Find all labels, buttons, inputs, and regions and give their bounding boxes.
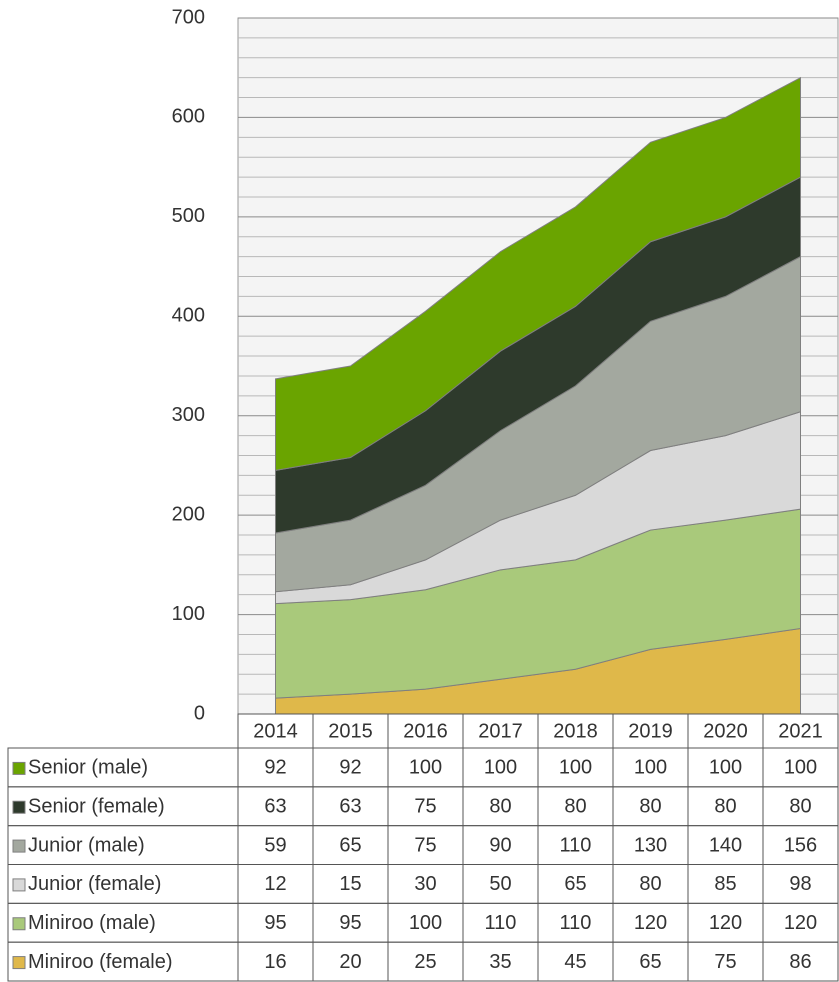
table-value: 120: [784, 912, 817, 934]
table-value: 75: [414, 834, 436, 856]
y-tick-label: 400: [172, 305, 205, 327]
table-value: 65: [339, 834, 361, 856]
table-value: 130: [634, 834, 667, 856]
table-value: 100: [409, 757, 442, 779]
table-value: 30: [414, 873, 436, 895]
table-value: 95: [339, 912, 361, 934]
table-value: 100: [484, 757, 517, 779]
table-value: 59: [264, 834, 286, 856]
y-tick-label: 600: [172, 106, 205, 128]
legend-swatch: [12, 878, 26, 892]
table-value: 75: [414, 796, 436, 818]
y-tick-label: 0: [194, 702, 205, 724]
x-tick-label: 2017: [478, 720, 523, 742]
table-value: 75: [714, 951, 736, 973]
legend-swatch: [12, 839, 26, 853]
x-tick-label: 2014: [253, 720, 298, 742]
table-value: 63: [264, 796, 286, 818]
legend-label: Miniroo (male): [28, 912, 156, 934]
y-tick-label: 700: [172, 6, 205, 28]
x-tick-label: 2016: [403, 720, 448, 742]
x-tick-label: 2021: [778, 720, 823, 742]
table-value: 100: [784, 757, 817, 779]
table-value: 100: [559, 757, 592, 779]
table-value: 63: [339, 796, 361, 818]
table-value: 120: [634, 912, 667, 934]
y-tick-label: 100: [172, 603, 205, 625]
table-value: 20: [339, 951, 361, 973]
table-value: 110: [560, 912, 592, 934]
table-value: 100: [634, 757, 667, 779]
table-value: 80: [714, 796, 736, 818]
table-cell: [762, 941, 839, 982]
table-value: 100: [409, 912, 442, 934]
legend-label: Senior (male): [28, 757, 148, 779]
table-value: 95: [264, 912, 286, 934]
legend-label: Miniroo (female): [28, 951, 172, 973]
table-value: 80: [789, 796, 811, 818]
table-value: 80: [639, 796, 661, 818]
legend-label: Junior (female): [28, 873, 161, 895]
y-tick-label: 200: [172, 503, 205, 525]
y-tick-label: 500: [172, 205, 205, 227]
table-value: 85: [714, 873, 736, 895]
y-tick-label: 300: [172, 404, 205, 426]
table-value: 98: [789, 873, 811, 895]
table-value: 65: [564, 873, 586, 895]
table-value: 25: [414, 951, 436, 973]
legend-swatch: [12, 956, 26, 970]
table-value: 90: [489, 834, 511, 856]
x-tick-label: 2019: [628, 720, 673, 742]
legend-label: Junior (male): [28, 834, 145, 856]
table-value: 156: [784, 834, 817, 856]
table-value: 50: [489, 873, 511, 895]
x-tick-label: 2015: [328, 720, 373, 742]
legend-swatch: [12, 761, 26, 775]
table-value: 15: [339, 873, 361, 895]
table-value: 80: [564, 796, 586, 818]
table-value: 110: [485, 912, 517, 934]
x-tick-label: 2020: [703, 720, 748, 742]
table-value: 80: [489, 796, 511, 818]
table-value: 92: [264, 757, 286, 779]
table-value: 45: [564, 951, 586, 973]
legend-swatch: [12, 917, 26, 931]
table-value: 80: [639, 873, 661, 895]
table-value: 92: [339, 757, 361, 779]
legend-swatch: [12, 800, 26, 814]
table-value: 120: [709, 912, 742, 934]
table-value: 100: [709, 757, 742, 779]
table-value: 16: [264, 951, 286, 973]
legend-label: Senior (female): [28, 796, 165, 818]
table-value: 86: [789, 951, 811, 973]
table-value: 140: [709, 834, 742, 856]
table-value: 110: [560, 834, 592, 856]
table-value: 35: [489, 951, 511, 973]
table-value: 12: [264, 873, 286, 895]
table-value: 65: [639, 951, 661, 973]
x-tick-label: 2018: [553, 720, 598, 742]
area: [275, 76, 801, 471]
